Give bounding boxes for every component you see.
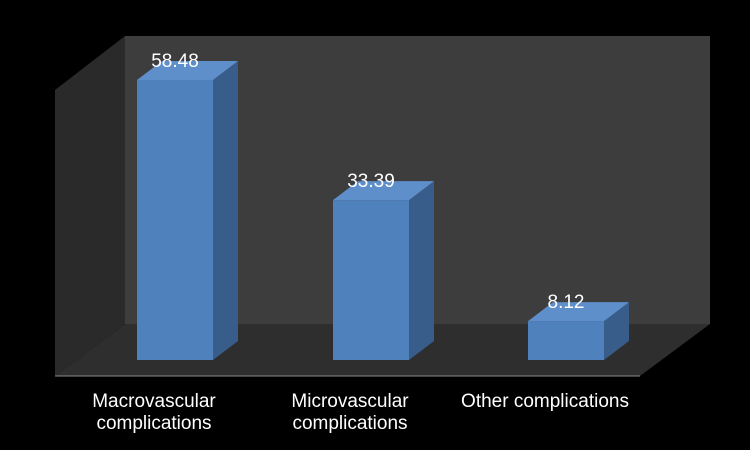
bar-front-face [528, 321, 604, 360]
category-label: Other complications [461, 391, 629, 412]
category-label: Microvascular complications [291, 391, 409, 434]
bar-side-face [604, 302, 629, 360]
bar [333, 181, 434, 360]
plot-back-wall [125, 36, 710, 324]
bar [137, 61, 238, 360]
bar-top-face [528, 302, 629, 322]
bar-side-face [213, 61, 238, 360]
bar-top-face [333, 181, 434, 201]
bar-side-face [409, 181, 434, 360]
data-labels: 58.48 33.39 8.12 [151, 51, 584, 313]
data-label: 58.48 [151, 51, 199, 72]
plot-side-wall [55, 36, 125, 376]
bar-series [137, 61, 629, 360]
bar-front-face [137, 80, 213, 360]
category-label: Macrovascular complications [92, 391, 216, 434]
bar [528, 302, 629, 360]
bar-top-face [137, 61, 238, 80]
data-label: 8.12 [548, 292, 585, 313]
data-label: 33.39 [347, 171, 395, 192]
bar-front-face [333, 200, 409, 360]
